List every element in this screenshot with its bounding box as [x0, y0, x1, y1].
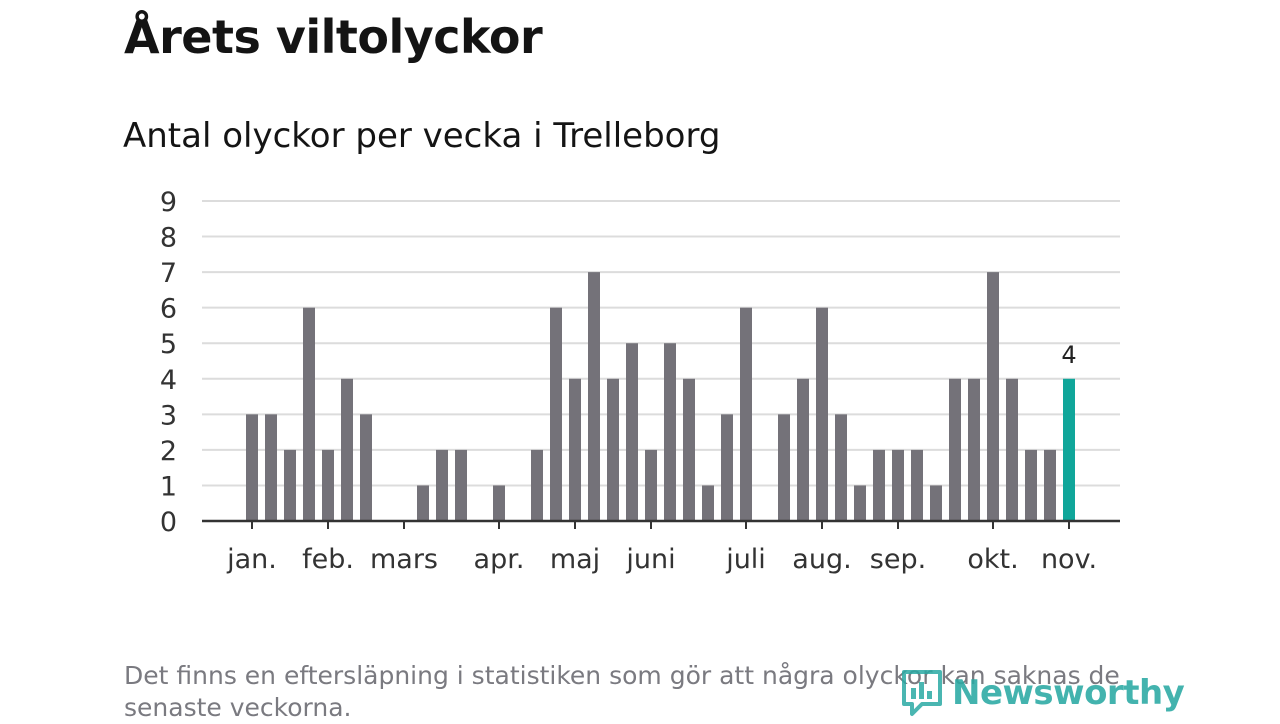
grid-lines [202, 200, 1120, 487]
x-tick-label: juni [625, 544, 675, 575]
bar [987, 272, 999, 521]
bars [246, 272, 1075, 521]
y-tick-label: 4 [160, 365, 177, 396]
bar [797, 378, 809, 521]
bar [645, 449, 657, 521]
bar [588, 272, 600, 521]
bar [569, 378, 581, 521]
x-tick-label: mars [370, 544, 438, 575]
bar [892, 449, 904, 521]
bar [721, 414, 733, 521]
highlighted-bar [1063, 378, 1075, 521]
x-tick-label: okt. [967, 544, 1018, 575]
bar [265, 414, 277, 521]
bar [322, 449, 334, 521]
brand-name: Newsworthy [952, 673, 1185, 713]
bar [303, 307, 315, 521]
bar [1044, 449, 1056, 521]
bar [911, 449, 923, 521]
y-axis-ticks: 0 1 2 3 4 5 6 7 8 9 [160, 187, 177, 538]
x-tick-label: jan. [226, 544, 277, 575]
x-tick-label: sep. [870, 544, 926, 575]
x-tick-label: nov. [1041, 544, 1097, 575]
y-tick-label: 6 [160, 294, 177, 325]
bar [341, 378, 353, 521]
highlight-value-label: 4 [1061, 341, 1076, 369]
bar [930, 485, 942, 521]
bar [607, 378, 619, 521]
y-tick-label: 7 [160, 258, 177, 289]
bar [968, 378, 980, 521]
bar [873, 449, 885, 521]
bar [531, 449, 543, 521]
bar [664, 343, 676, 521]
bar [417, 485, 429, 521]
x-tick-label: aug. [792, 544, 851, 575]
y-tick-label: 1 [160, 471, 177, 502]
bar [854, 485, 866, 521]
chart-title: Årets viltolyckor [124, 10, 543, 64]
brand-logo: Newsworthy [900, 666, 1185, 720]
bar [835, 414, 847, 521]
bar [360, 414, 372, 521]
chart-subtitle: Antal olyckor per vecka i Trelleborg [123, 116, 721, 156]
bar [493, 485, 505, 521]
bar [778, 414, 790, 521]
bar [1006, 378, 1018, 521]
y-tick-label: 0 [160, 507, 177, 538]
bar [949, 378, 961, 521]
bar [1025, 449, 1037, 521]
x-tick-label: feb. [302, 544, 354, 575]
x-tick-label: apr. [474, 544, 525, 575]
x-tick-label: juli [725, 544, 766, 575]
y-tick-label: 8 [160, 223, 177, 254]
bar [740, 307, 752, 521]
y-tick-label: 9 [160, 187, 177, 218]
annotations: 4 [1061, 341, 1076, 369]
newsworthy-logo-icon [902, 670, 942, 716]
bar [246, 414, 258, 521]
x-axis-ticks: jan. feb. mars apr. maj juni juli aug. sep. okt. n… [226, 521, 1097, 575]
bar [702, 485, 714, 521]
bar [436, 449, 448, 521]
bar [626, 343, 638, 521]
bar [284, 449, 296, 521]
y-tick-label: 2 [160, 436, 177, 467]
bar [816, 307, 828, 521]
bar [550, 307, 562, 521]
footnote: Det finns en eftersläpning i statistiken… [124, 661, 1120, 722]
y-tick-label: 3 [160, 400, 177, 431]
y-tick-label: 5 [160, 329, 177, 360]
bar [455, 449, 467, 521]
bar [683, 378, 695, 521]
x-tick-label: maj [550, 544, 600, 575]
